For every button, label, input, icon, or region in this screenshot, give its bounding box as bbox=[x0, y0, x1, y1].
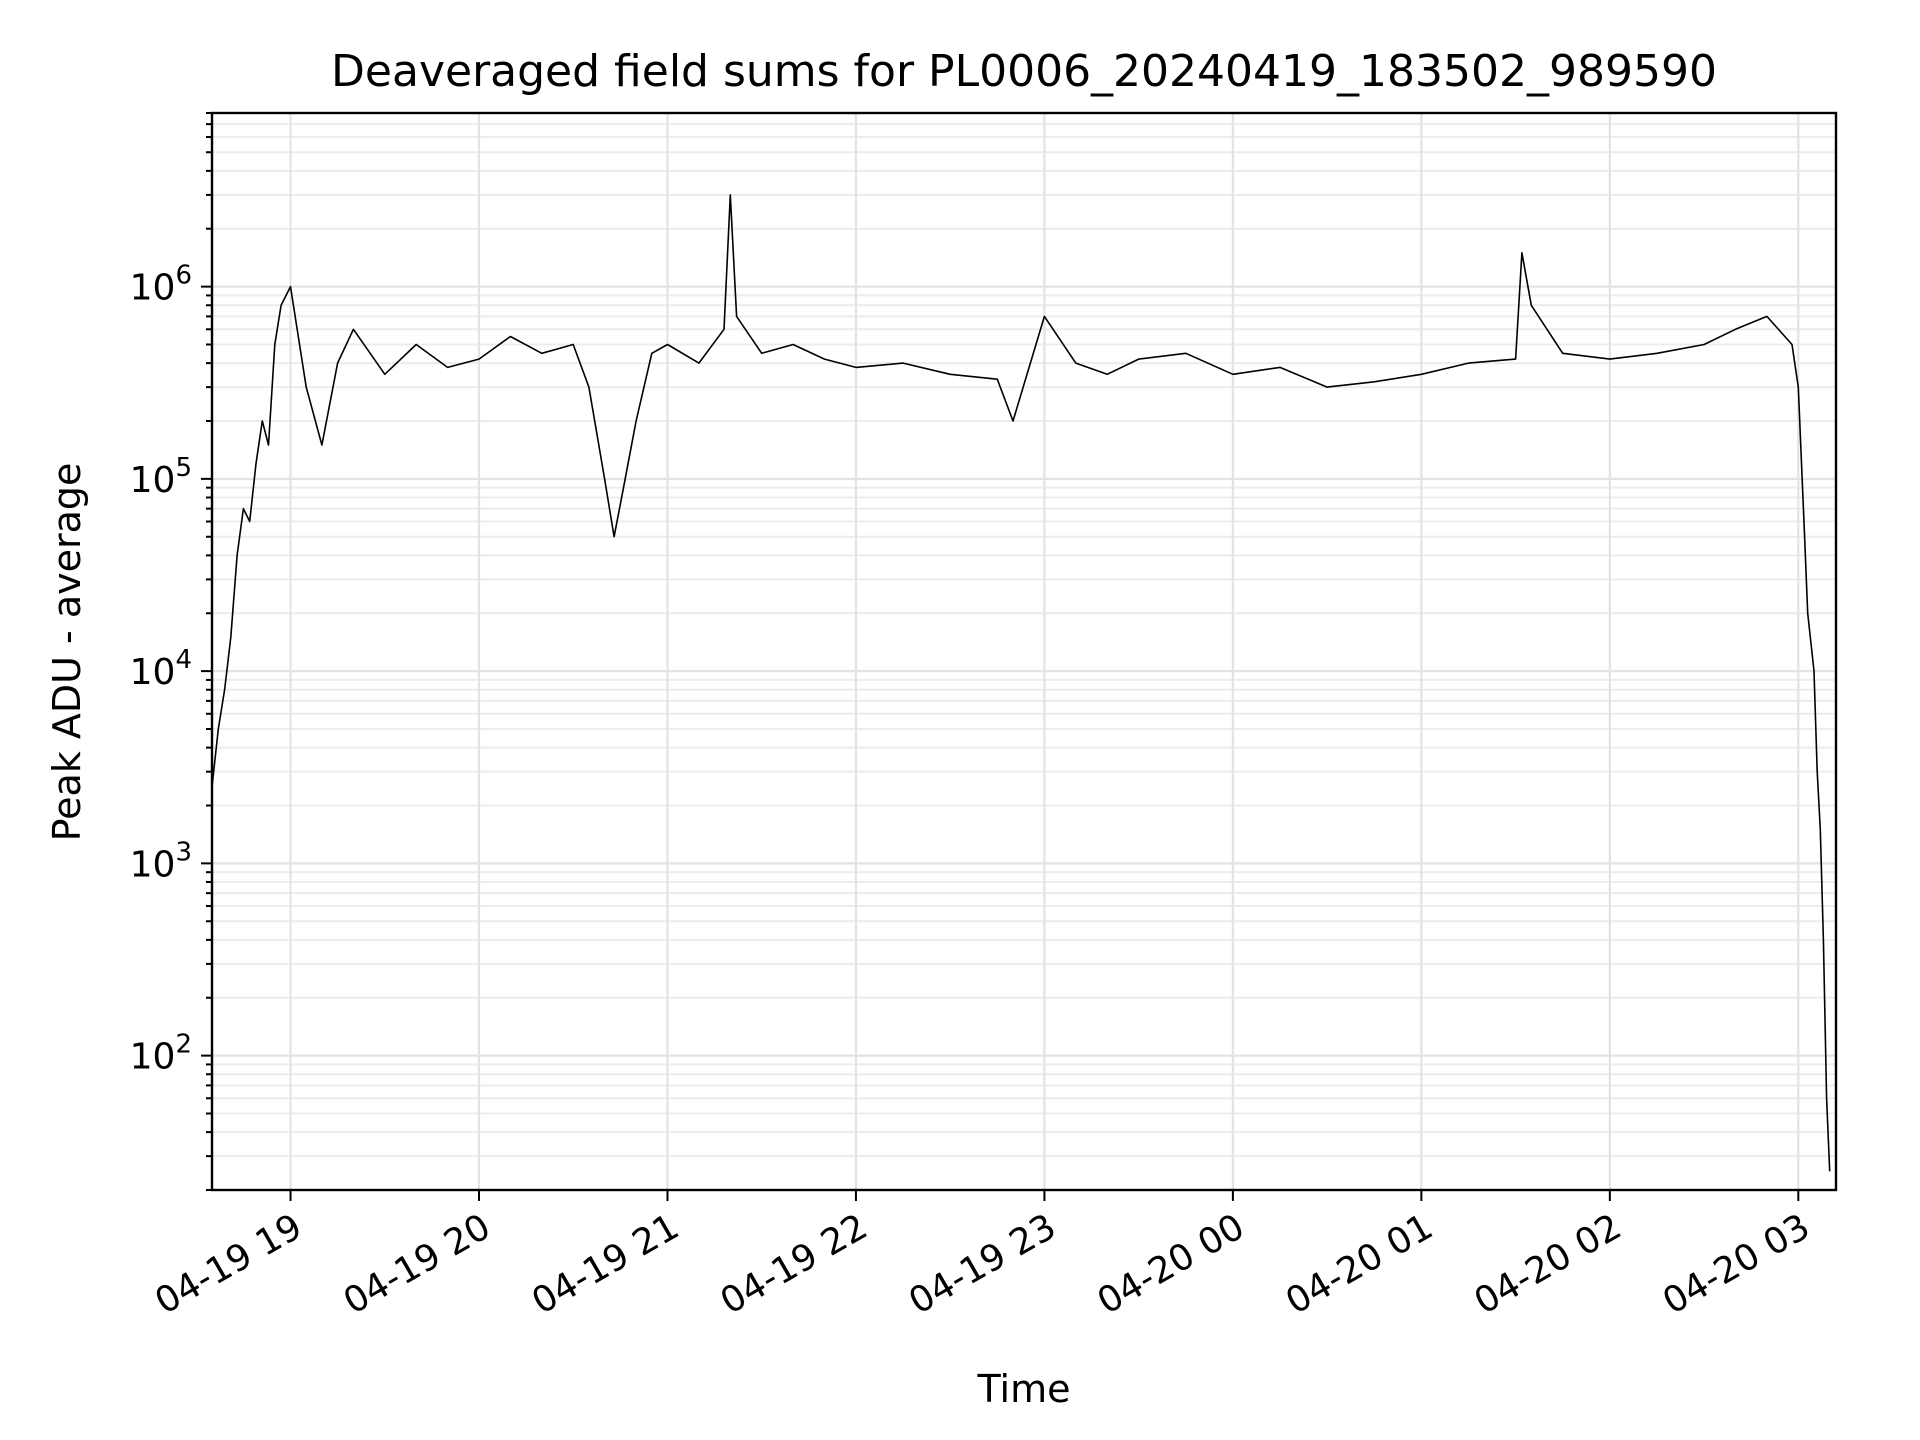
chart-title: Deaveraged field sums for PL0006_2024041… bbox=[331, 46, 1717, 97]
grid bbox=[212, 112, 1836, 1191]
plot-frame bbox=[210, 111, 1838, 1192]
y-tick-label: 103 bbox=[130, 837, 192, 885]
y-tick-label: 104 bbox=[130, 645, 192, 693]
series-layer bbox=[211, 194, 1831, 1172]
y-tick-label: 106 bbox=[130, 261, 192, 309]
y-axis-label: Peak ADU - average bbox=[45, 463, 89, 842]
y-tick-label: 102 bbox=[130, 1030, 192, 1078]
axes bbox=[210, 111, 1838, 1192]
x-axis-label: Time bbox=[977, 1367, 1071, 1411]
series-line bbox=[211, 194, 1831, 1172]
y-ticks: 102 103 104 105 106 bbox=[130, 112, 212, 1191]
y-tick-label: 105 bbox=[130, 453, 192, 501]
